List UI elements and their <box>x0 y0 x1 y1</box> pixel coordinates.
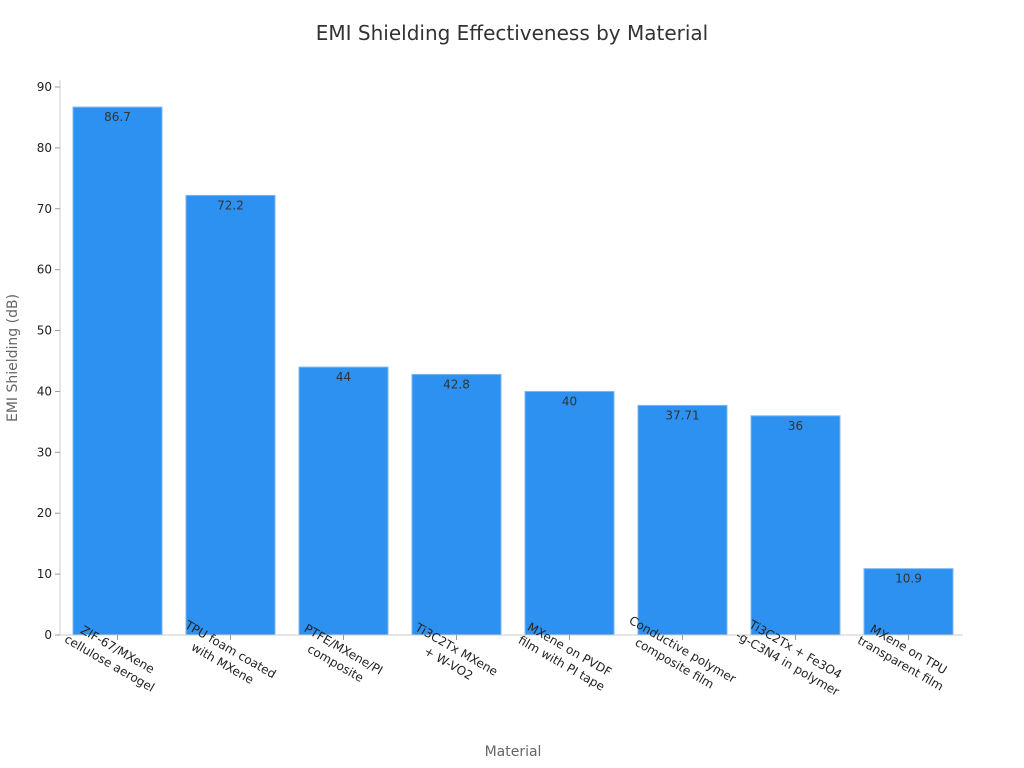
bar <box>863 568 954 636</box>
y-tick-label: 30 <box>37 445 52 459</box>
bar-value-label: 42.8 <box>443 377 470 391</box>
bar <box>750 415 841 636</box>
chart-title: EMI Shielding Effectiveness by Material <box>316 21 709 45</box>
bar <box>298 366 389 636</box>
y-tick-label: 60 <box>37 263 52 277</box>
bar-value-label: 10.9 <box>895 572 922 586</box>
bars: 86.7 72.2 44 42.8 40 37.71 36 10.9 <box>72 106 954 636</box>
y-axis: 0 10 20 30 40 50 60 70 80 90 <box>37 80 61 642</box>
y-tick-label: 20 <box>37 506 52 520</box>
bar-value-label: 36 <box>788 419 803 433</box>
bar-value-label: 40 <box>562 394 577 408</box>
y-tick-label: 90 <box>37 80 52 94</box>
y-tick-label: 50 <box>37 324 52 338</box>
y-tick-label: 10 <box>37 567 52 581</box>
y-tick-label: 80 <box>37 141 52 155</box>
bar <box>72 106 163 636</box>
x-axis-label: Material <box>485 744 542 760</box>
y-tick-label: 0 <box>44 628 52 642</box>
bar-value-label: 72.2 <box>217 198 244 212</box>
y-tick-label: 70 <box>37 202 52 216</box>
y-axis-label: EMI Shielding (dB) <box>5 294 21 422</box>
y-tick-label: 40 <box>37 384 52 398</box>
bar-value-label: 44 <box>336 370 351 384</box>
bar-value-label: 86.7 <box>104 110 131 124</box>
bar <box>524 390 615 636</box>
bar <box>411 373 502 636</box>
bar-value-label: 37.71 <box>665 408 699 422</box>
bar <box>637 404 728 636</box>
bar <box>185 194 276 636</box>
